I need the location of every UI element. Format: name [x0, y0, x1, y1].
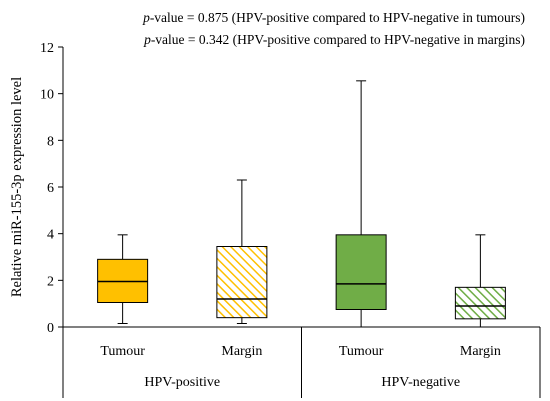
p-letter: p	[144, 32, 151, 47]
y-tick-label: 4	[47, 228, 54, 243]
group-label: HPV-negative	[381, 375, 460, 390]
y-tick-label: 6	[47, 181, 54, 196]
box-iqr	[454, 286, 506, 320]
box-iqr	[216, 246, 268, 319]
y-tick-label: 0	[47, 321, 54, 336]
y-tick-label: 10	[40, 88, 54, 103]
y-tick-label: 2	[47, 274, 54, 289]
p-letter: p	[143, 10, 150, 25]
p-value-annotation-tumours: p-value = 0.875 (HPV-positive compared t…	[143, 10, 525, 26]
y-tick-label: 8	[47, 134, 54, 149]
category-label: Margin	[221, 344, 262, 359]
category-label: Tumour	[339, 344, 384, 359]
y-axis-label: Relative miR-155-3p expression level	[9, 77, 25, 297]
category-label: Margin	[460, 344, 501, 359]
p-value-text: -value = 0.875 (HPV-positive compared to…	[149, 10, 525, 25]
p-value-annotation-margins: p-value = 0.342 (HPV-positive compared t…	[144, 32, 525, 48]
category-label: Tumour	[100, 344, 145, 359]
y-tick-label: 12	[40, 41, 54, 56]
p-value-text: -value = 0.342 (HPV-positive compared to…	[150, 32, 525, 47]
group-label: HPV-positive	[144, 375, 220, 390]
box-iqr	[335, 234, 387, 310]
